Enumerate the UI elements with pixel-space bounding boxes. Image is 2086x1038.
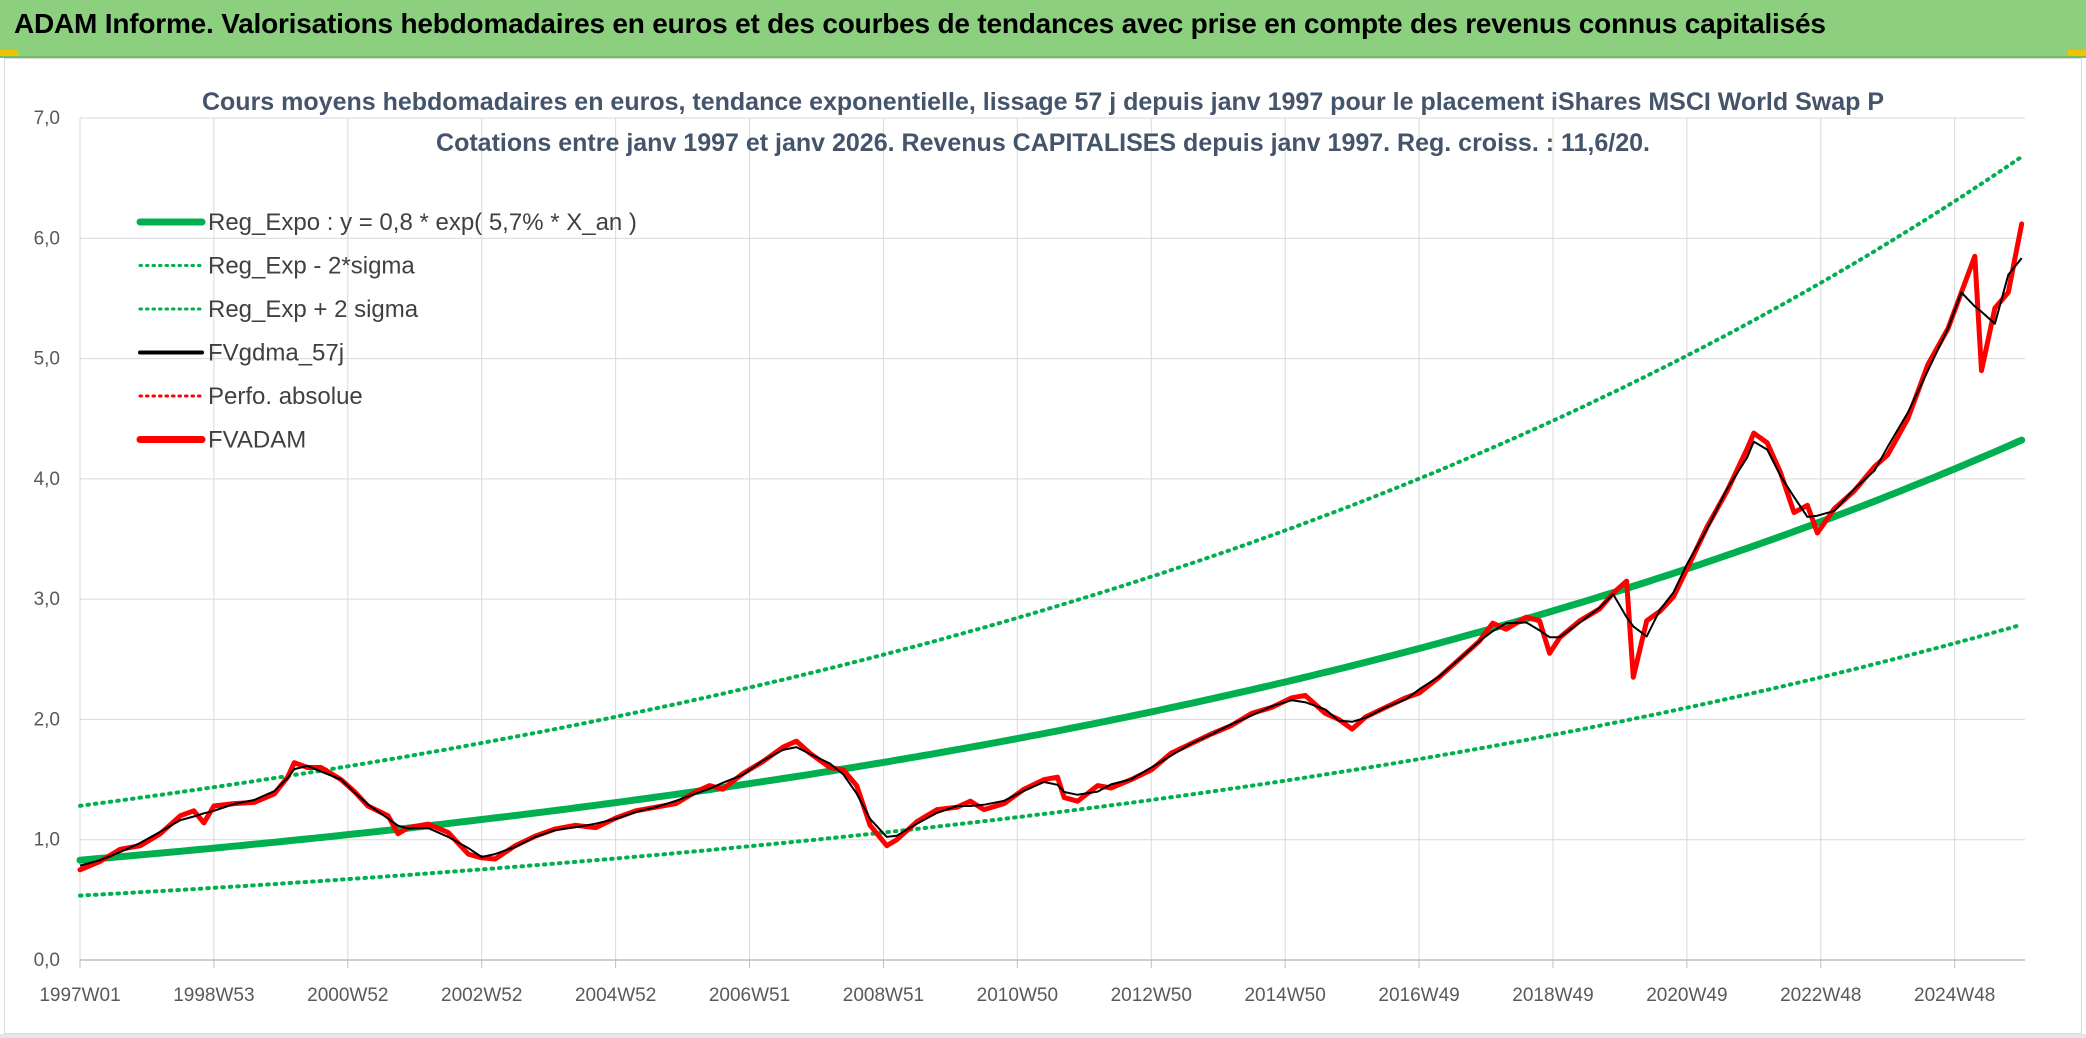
chart-series — [76, 154, 2026, 898]
legend-label: FVADAM — [208, 427, 306, 454]
x-tick-label: 2008W51 — [843, 985, 924, 1006]
x-tick-label: 2012W50 — [1111, 985, 1192, 1006]
series-reg-exp-plus-2sigma — [78, 154, 2024, 808]
series-reg-exp-minus-2sigma — [78, 622, 2024, 898]
chart-frame — [4, 58, 2082, 1034]
x-tick-label: 2014W50 — [1244, 985, 1325, 1006]
x-tick-label: 2016W49 — [1378, 985, 1459, 1006]
report-header: ADAM Informe. Valorisations hebdomadaire… — [0, 0, 2086, 58]
series-reg-expo — [76, 436, 2026, 864]
y-tick-label: 0,0 — [34, 950, 60, 971]
y-tick-label: 3,0 — [34, 589, 60, 610]
x-tick-label: 2024W48 — [1914, 985, 1995, 1006]
legend-label: Reg_Expo : y = 0,8 * exp( 5,7% * X_an ) — [208, 209, 637, 236]
legend-label: Perfo. absolue — [208, 383, 363, 410]
x-tick-label: 1998W53 — [173, 985, 254, 1006]
legend-label: Reg_Exp - 2*sigma — [208, 253, 415, 280]
y-tick-label: 6,0 — [34, 228, 60, 249]
x-tick-label: 2020W49 — [1646, 985, 1727, 1006]
axes: 0,0 1,0 2,0 3,0 4,0 5,0 6,0 7,0 1997W01 1998W53 20… — [34, 108, 2025, 1006]
y-tick-label: 2,0 — [34, 709, 60, 730]
x-tick-label: 2002W52 — [441, 985, 522, 1006]
chart-subtitle: Cotations entre janv 1997 et janv 2026. … — [436, 129, 1650, 157]
corner-accent-left — [0, 50, 18, 56]
series-fvgdma-57j — [79, 257, 2023, 867]
legend-label: FVgdma_57j — [208, 340, 344, 367]
y-tick-label: 5,0 — [34, 349, 60, 370]
chart-legend: Reg_Expo : y = 0,8 * exp( 5,7% * X_an ) R… — [136, 209, 637, 454]
x-tick-label: 2004W52 — [575, 985, 656, 1006]
chart-title: Cours moyens hebdomadaires en euros, ten… — [202, 88, 1884, 116]
corner-accent-right — [2068, 50, 2086, 56]
report-title: ADAM Informe. Valorisations hebdomadaire… — [14, 8, 1826, 39]
x-tick-label: 2006W51 — [709, 985, 790, 1006]
x-tick-label: 2000W52 — [307, 985, 388, 1006]
x-tick-label: 2010W50 — [977, 985, 1058, 1006]
x-tick-label: 2018W49 — [1512, 985, 1593, 1006]
legend-label: Reg_Exp + 2 sigma — [208, 296, 419, 323]
bottom-border — [0, 1034, 2086, 1038]
x-tick-label: 2022W48 — [1780, 985, 1861, 1006]
y-tick-label: 4,0 — [34, 469, 60, 490]
x-tick-label: 1997W01 — [39, 985, 120, 1006]
y-tick-label: 7,0 — [34, 108, 60, 129]
y-tick-label: 1,0 — [34, 830, 60, 851]
